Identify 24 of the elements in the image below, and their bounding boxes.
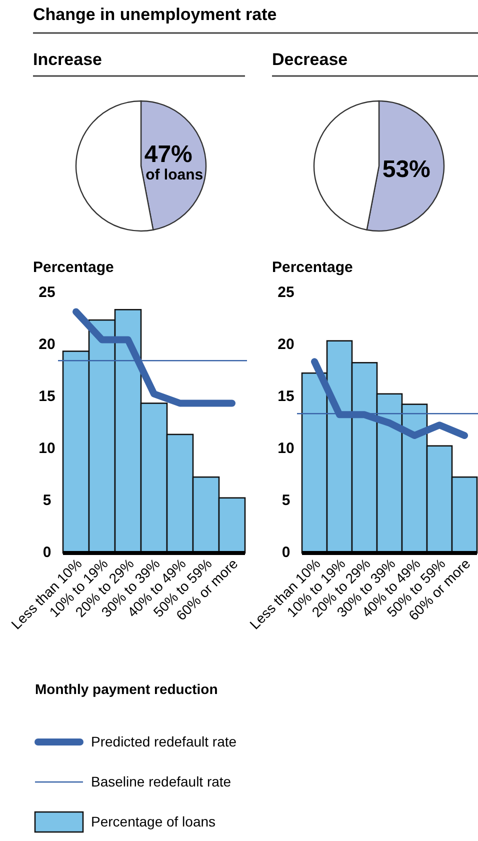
- data-label: 53%: [382, 156, 430, 183]
- y-tick-label: 20: [278, 336, 294, 353]
- chart-subtitle: Decrease: [272, 50, 348, 69]
- y-tick-label: 10: [278, 440, 294, 457]
- y-tick-label: 25: [38, 284, 56, 301]
- y-tick-label: 0: [282, 544, 290, 561]
- y-axis-title: Percentage: [272, 259, 353, 276]
- chart-title: Change in unemployment rate: [33, 5, 277, 24]
- y-tick-label: 20: [38, 336, 56, 353]
- y-tick-label: 5: [42, 492, 52, 509]
- x-axis-title: Monthly payment reduction: [35, 681, 218, 697]
- legend-label: Baseline redefault rate: [91, 774, 232, 790]
- data-label: 47%: [144, 140, 192, 168]
- legend-label: Predicted redefault rate: [91, 734, 237, 750]
- y-tick-label: 15: [38, 388, 56, 405]
- y-tick-label: 10: [38, 440, 56, 457]
- y-tick-label: 15: [278, 388, 294, 405]
- y-tick-label: 25: [278, 284, 294, 301]
- chart-subtitle: Increase: [33, 50, 102, 69]
- y-tick-label: 0: [42, 544, 52, 561]
- y-tick-label: 5: [282, 492, 290, 509]
- legend-label: Percentage of loans: [91, 814, 216, 830]
- y-axis-title: Percentage: [33, 259, 114, 276]
- text: of loans: [146, 166, 204, 184]
